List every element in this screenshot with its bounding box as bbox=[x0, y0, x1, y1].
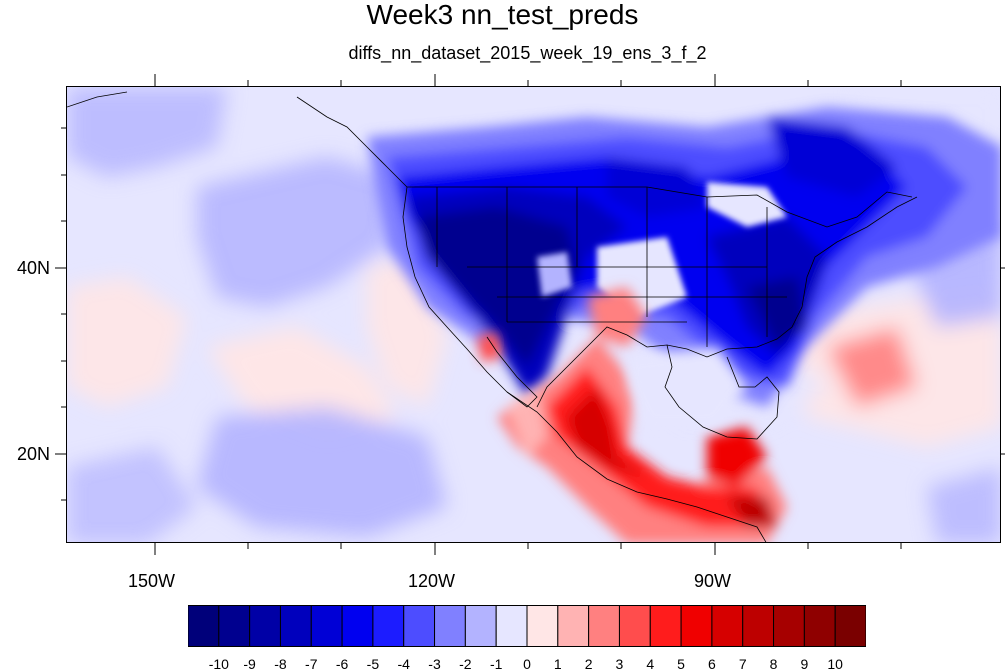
colorbar-swatch bbox=[372, 605, 405, 647]
colorbar-tick-label: -7 bbox=[305, 656, 318, 672]
colorbar-tick-label: 3 bbox=[615, 656, 624, 672]
colorbar-swatches bbox=[187, 605, 867, 647]
colorbar-swatch bbox=[649, 605, 682, 647]
colorbar-tick-label: -5 bbox=[366, 656, 380, 672]
colorbar-swatch bbox=[834, 605, 867, 647]
colorbar-tick-label: 4 bbox=[646, 656, 655, 672]
colorbar-swatch bbox=[403, 605, 436, 647]
colorbar-tick-label: 9 bbox=[800, 656, 809, 672]
colorbar-tick-label: -6 bbox=[335, 656, 349, 672]
colorbar-tick-label: 1 bbox=[553, 656, 562, 672]
colorbar-tick-label: 8 bbox=[769, 656, 778, 672]
colorbar-tick-label: -4 bbox=[397, 656, 410, 672]
colorbar-swatch bbox=[618, 605, 651, 647]
colorbar-tick-label: 5 bbox=[677, 656, 685, 672]
lat-label-20n: 20N bbox=[17, 444, 51, 464]
colorbar-tick-label: -8 bbox=[274, 656, 287, 672]
gulf-neutral bbox=[627, 347, 747, 427]
colorbar-tick-label: 6 bbox=[708, 656, 716, 672]
map-subtitle: diffs_nn_dataset_2015_week_19_ens_3_f_2 bbox=[348, 43, 707, 63]
colorbar-swatch bbox=[218, 605, 251, 647]
colorbar-swatch bbox=[249, 605, 281, 647]
colorbar-swatch bbox=[742, 605, 775, 647]
colorbar-tick-label: -10 bbox=[208, 656, 229, 672]
colorbar-tick-label: -1 bbox=[489, 656, 503, 672]
colorbar-swatch bbox=[279, 605, 312, 647]
lat-label-40n: 40N bbox=[17, 258, 51, 278]
colorbar-swatch bbox=[464, 605, 497, 647]
colorbar-swatch bbox=[588, 605, 620, 647]
mexico-positive-anomaly bbox=[477, 287, 787, 542]
colorbar-swatch bbox=[495, 605, 528, 647]
colorbar-swatch bbox=[341, 605, 374, 647]
colorbar-tick-label: -3 bbox=[428, 656, 441, 672]
colorbar-tick-label: 7 bbox=[738, 656, 747, 672]
map-title: Week3 nn_test_preds bbox=[366, 0, 639, 30]
lon-label-150w: 150W bbox=[128, 571, 176, 591]
colorbar-swatch bbox=[187, 605, 220, 647]
map-area bbox=[66, 86, 1001, 543]
colorbar-swatch bbox=[434, 605, 466, 647]
anomaly-field bbox=[67, 87, 1000, 542]
colorbar-tick-label: -2 bbox=[459, 656, 472, 672]
colorbar-swatch bbox=[526, 605, 559, 647]
colorbar-tick-label: -9 bbox=[243, 656, 256, 672]
colorbar-tick-label: 10 bbox=[827, 656, 843, 672]
lon-label-120w: 120W bbox=[408, 571, 456, 591]
colorbar bbox=[187, 605, 867, 647]
colorbar-swatch bbox=[711, 605, 744, 647]
lon-label-90w: 90W bbox=[694, 571, 732, 591]
colorbar-swatch bbox=[680, 605, 713, 647]
colorbar-swatch bbox=[557, 605, 590, 647]
coastlines bbox=[67, 91, 918, 542]
colorbar-swatch bbox=[310, 605, 343, 647]
colorbar-tick-label: 0 bbox=[523, 656, 531, 672]
colorbar-swatch bbox=[773, 605, 805, 647]
colorbar-tick-label: 2 bbox=[584, 656, 593, 672]
colorbar-swatch bbox=[803, 605, 836, 647]
